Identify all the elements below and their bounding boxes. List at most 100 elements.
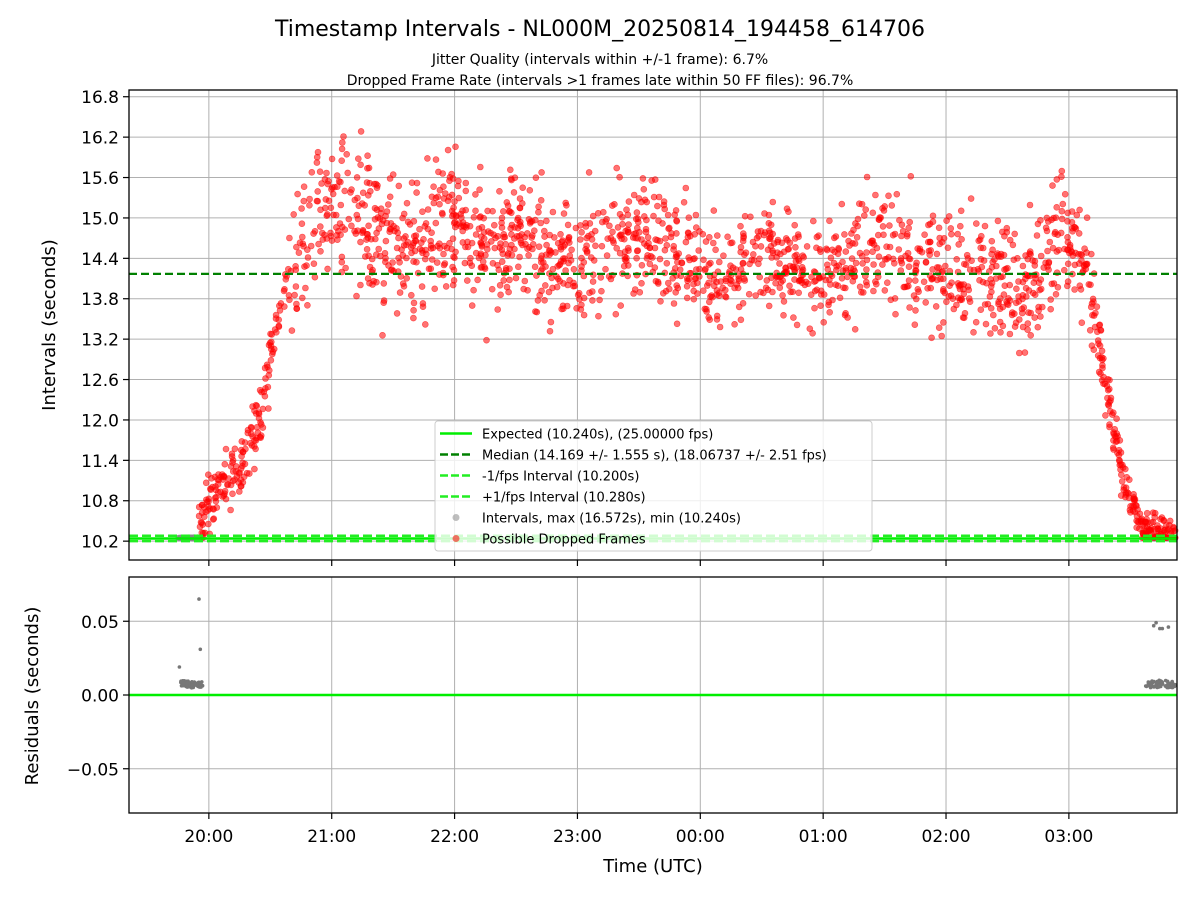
dropped-frame-point [306, 202, 313, 209]
dropped-frame-point [357, 238, 364, 246]
dropped-frame-point [445, 193, 453, 201]
dropped-frame-point [468, 302, 476, 309]
dropped-frame-point [373, 206, 381, 213]
dropped-frame-point [380, 297, 388, 304]
legend-marker [452, 535, 460, 542]
dropped-frame-point [1027, 331, 1034, 339]
dropped-frame-point [787, 288, 794, 296]
dropped-frame-point [517, 222, 525, 230]
dropped-frame-point [432, 219, 440, 227]
dropped-frame-point [703, 282, 711, 289]
dropped-frame-point [205, 498, 212, 505]
dropped-frame-point [1104, 394, 1111, 402]
dropped-frame-point [1008, 311, 1016, 319]
dropped-frame-point [970, 328, 977, 336]
dropped-frame-point [1053, 176, 1061, 183]
dropped-frame-point [940, 319, 947, 326]
dropped-frame-point [494, 306, 502, 313]
x-axis-label: Time (UTC) [602, 856, 703, 877]
dropped-frame-point [1045, 218, 1052, 225]
dropped-frame-point [1024, 320, 1032, 327]
dropped-frame-point [854, 222, 862, 230]
dropped-frame-point [1078, 251, 1086, 259]
dropped-frame-point [580, 311, 588, 319]
dropped-frame-point [546, 327, 554, 335]
dropped-frame-point [461, 259, 469, 267]
dropped-frame-point [1009, 241, 1017, 249]
dropped-frame-point [373, 229, 380, 237]
dropped-frame-point [863, 256, 871, 264]
residual-point [1158, 626, 1162, 631]
residual-point [1163, 678, 1168, 683]
y-tick-label: 0.00 [81, 687, 119, 707]
dropped-frame-point [925, 221, 932, 229]
dropped-frame-point [316, 168, 324, 175]
dropped-frame-point [205, 471, 212, 479]
dropped-frame-point [236, 488, 243, 495]
dropped-frame-point [643, 242, 651, 250]
dropped-frame-point [314, 148, 322, 156]
dropped-frame-point [603, 252, 611, 259]
dropped-frame-point [591, 227, 599, 235]
dropped-frame-point [568, 246, 575, 254]
dropped-frame-point [869, 248, 876, 255]
dropped-frame-point [671, 211, 679, 219]
dropped-frame-point [535, 203, 542, 211]
dropped-frame-point [710, 207, 718, 214]
dropped-frame-point [1011, 230, 1019, 238]
dropped-frame-point [922, 258, 930, 266]
dropped-frame-point [404, 218, 412, 226]
residual-point [199, 681, 203, 685]
dropped-frame-point [1018, 309, 1026, 317]
dropped-frame-point [692, 211, 700, 219]
dropped-frame-point [298, 233, 306, 241]
dropped-frame-point [353, 174, 361, 181]
dropped-frame-point [624, 211, 632, 219]
residuals-panel: −0.05 0.00 0.05 20:00 21:00 22:00 23:00 00:00 0… [22, 576, 1178, 877]
dropped-frame-point [355, 202, 363, 210]
dropped-frame-point [702, 305, 710, 313]
dropped-frame-point [354, 215, 362, 223]
dropped-frame-point [905, 263, 913, 271]
dropped-frame-point [455, 177, 462, 185]
dropped-frame-point [576, 222, 584, 229]
dropped-frame-point [915, 288, 922, 296]
dropped-frame-point [524, 286, 531, 294]
dropped-frame-point [286, 296, 293, 304]
dropped-frame-point [502, 240, 509, 248]
dropped-frame-point [851, 240, 859, 247]
residual-point [1154, 681, 1159, 685]
dropped-frame-point [559, 305, 567, 313]
dropped-frame-point [630, 290, 637, 297]
dropped-frame-point [502, 266, 510, 274]
dropped-frame-point [616, 210, 624, 218]
dropped-frame-point [940, 235, 948, 242]
dropped-frame-point [442, 283, 450, 290]
dropped-frame-point [662, 287, 670, 295]
dropped-frame-point [838, 274, 846, 282]
x-tick-label: 21:00 [307, 827, 356, 847]
dropped-frame-point [1076, 206, 1083, 214]
dropped-frame-point [695, 247, 703, 254]
dropped-frame-point [1012, 299, 1020, 307]
dropped-frame-point [243, 469, 251, 477]
y-tick-label: 12.0 [81, 411, 119, 431]
dropped-frame-point [756, 273, 764, 281]
dropped-frame-point [290, 211, 298, 218]
dropped-frame-point [728, 239, 736, 246]
dropped-frame-point [617, 231, 624, 238]
dropped-frame-point [654, 202, 661, 210]
dropped-frame-point [1064, 260, 1072, 268]
dropped-frame-point [459, 227, 467, 235]
dropped-frame-point [535, 243, 543, 250]
dropped-frame-point [866, 239, 874, 246]
dropped-frame-point [717, 278, 725, 285]
intervals-panel: 10.2 10.8 11.4 12.0 12.6 13.2 13.8 14.4 15.0 15.6… [39, 88, 1179, 566]
dropped-frame-point [344, 169, 352, 177]
dropped-frame-point [634, 215, 642, 222]
dropped-frame-point [900, 283, 908, 291]
dropped-frame-point [1170, 523, 1177, 531]
dropped-frame-point [365, 222, 372, 230]
dropped-frame-point [1059, 200, 1067, 208]
dropped-frame-point [364, 165, 371, 172]
